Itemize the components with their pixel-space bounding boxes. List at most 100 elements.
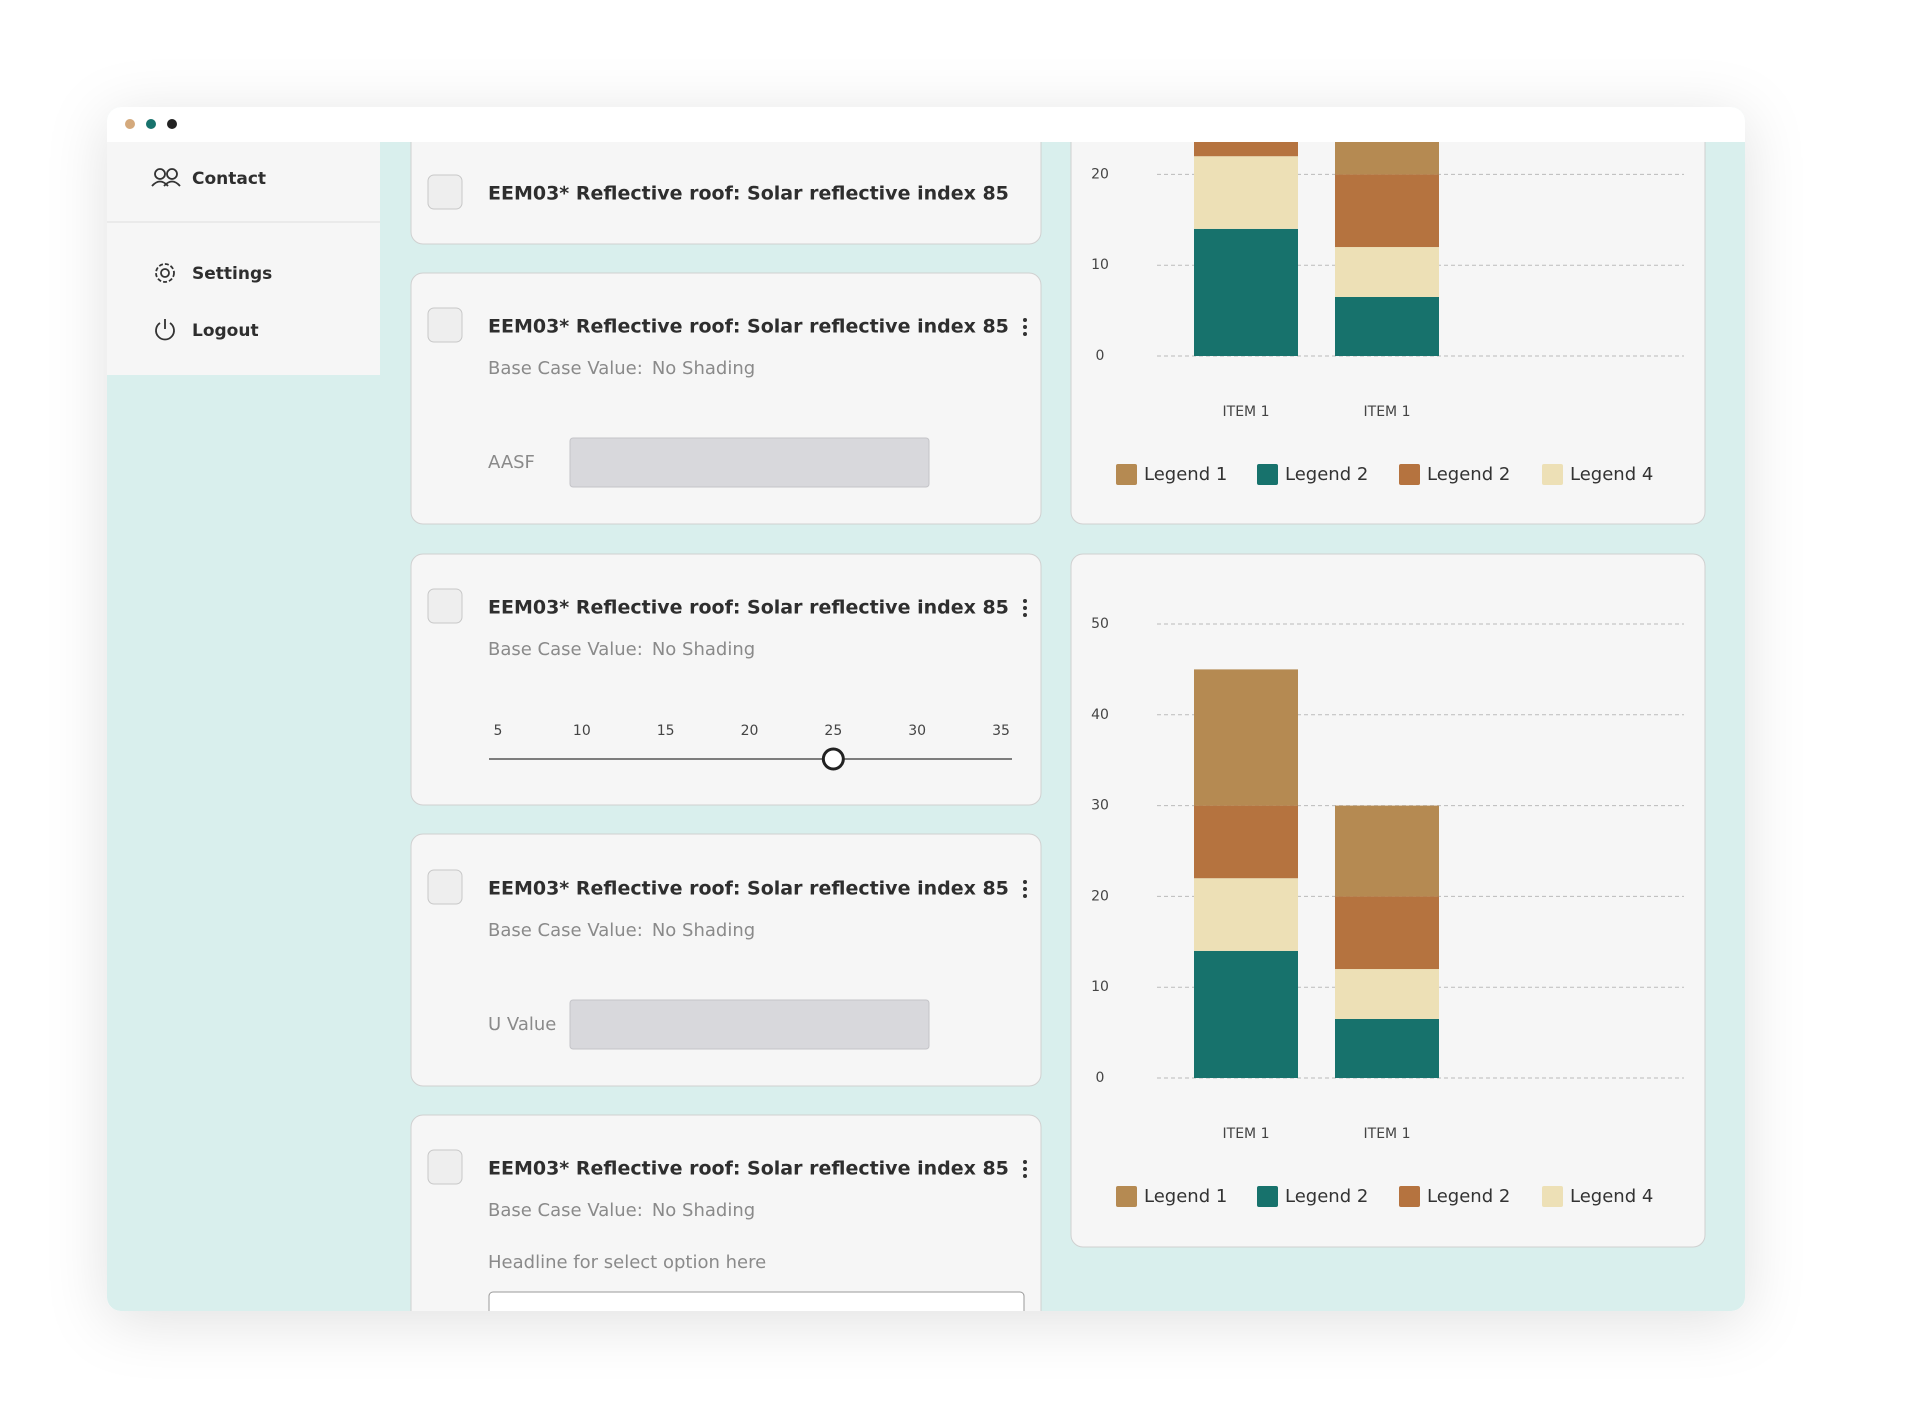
- bar-segment: [1335, 174, 1439, 248]
- kebab-dot: [1023, 325, 1027, 329]
- checkbox[interactable]: [427, 588, 463, 624]
- base-case-value: No Shading: [652, 920, 755, 941]
- kebab-dot: [1023, 1174, 1027, 1178]
- y-tick-label: 20: [1091, 888, 1109, 904]
- window-dot: [125, 119, 135, 129]
- y-tick-label: 50: [1091, 616, 1109, 632]
- slider-tick-label: 35: [992, 723, 1010, 739]
- kebab-dot: [1023, 606, 1027, 610]
- nav-item[interactable]: Contact: [192, 169, 266, 189]
- y-tick-label: 10: [1091, 979, 1109, 995]
- bar-segment: [1194, 878, 1298, 951]
- bar-segment: [1335, 247, 1439, 297]
- kebab-dot: [1023, 887, 1027, 891]
- slider-tick-label: 30: [908, 723, 926, 739]
- legend-label: Legend 4: [1570, 1186, 1653, 1207]
- checkbox[interactable]: [427, 869, 463, 905]
- legend-label: Legend 2: [1285, 1186, 1368, 1207]
- select[interactable]: [488, 1291, 1025, 1352]
- bar-segment: [1194, 805, 1298, 879]
- legend-swatch: [1399, 1186, 1420, 1207]
- slider-tick-label: 20: [741, 723, 759, 739]
- base-case-label: Base Case Value:: [488, 1200, 643, 1221]
- y-tick-label: 40: [1091, 707, 1109, 723]
- base-case: Base Case Value: No Shading: [488, 920, 755, 941]
- x-tick-label: ITEM 1: [1364, 1126, 1411, 1142]
- base-case: Base Case Value: No Shading: [488, 639, 755, 660]
- input-label: U Value: [488, 1014, 556, 1035]
- kebab-dot: [1023, 880, 1027, 884]
- base-case-label: Base Case Value:: [488, 358, 643, 379]
- legend-swatch: [1257, 1186, 1278, 1207]
- sidebar: [107, 142, 380, 375]
- select-headline: Headline for select option here: [488, 1252, 766, 1273]
- input[interactable]: [569, 999, 930, 1050]
- bar-segment: [1194, 669, 1298, 806]
- input[interactable]: [569, 437, 930, 488]
- legend-label: Legend 2: [1285, 464, 1368, 485]
- base-case-value: No Shading: [652, 639, 755, 660]
- slider-tick-label: 25: [824, 723, 842, 739]
- base-case-value: No Shading: [652, 1200, 755, 1221]
- legend-swatch: [1116, 1186, 1137, 1207]
- x-tick-label: ITEM 1: [1223, 1126, 1270, 1142]
- card-title: EEM03* Reflective roof: Solar reflective…: [488, 597, 1009, 619]
- legend-swatch: [1542, 464, 1563, 485]
- checkbox[interactable]: [427, 174, 463, 210]
- kebab-dot: [1023, 1167, 1027, 1171]
- bar-segment: [1335, 969, 1439, 1019]
- kebab-dot: [1023, 894, 1027, 898]
- bar-segment: [1194, 0, 1298, 84]
- legend-label: Legend 2: [1427, 1186, 1510, 1207]
- card: [410, 1114, 1042, 1311]
- y-tick-label: 30: [1091, 798, 1109, 814]
- base-case: Base Case Value: No Shading: [488, 358, 755, 379]
- kebab-dot: [1023, 599, 1027, 603]
- card: [410, 553, 1042, 806]
- bar-segment: [1194, 950, 1298, 1078]
- slider-tick-label: 10: [573, 723, 591, 739]
- bar-segment: [1335, 896, 1439, 970]
- kebab-dot: [1023, 318, 1027, 322]
- window-dot: [167, 119, 177, 129]
- slider-tick-label: 15: [657, 723, 675, 739]
- slider-tick-label: 5: [494, 723, 503, 739]
- x-tick-label: ITEM 1: [1364, 404, 1411, 420]
- y-tick-label: 0: [1096, 348, 1105, 364]
- base-case: Base Case Value: No Shading: [488, 1200, 755, 1221]
- legend-swatch: [1399, 464, 1420, 485]
- checkbox[interactable]: [427, 1149, 463, 1185]
- legend-swatch: [1257, 464, 1278, 485]
- content: Contact Settings Logout EEM03* Reflectiv…: [107, 0, 1706, 1352]
- kebab-dot: [1023, 332, 1027, 336]
- card-title: EEM03* Reflective roof: Solar reflective…: [488, 316, 1009, 338]
- window-dot: [146, 119, 156, 129]
- y-tick-label: 20: [1091, 166, 1109, 182]
- base-case-label: Base Case Value:: [488, 639, 643, 660]
- bar-segment: [1194, 142, 1298, 157]
- legend-swatch: [1116, 464, 1137, 485]
- y-tick-label: 10: [1091, 257, 1109, 273]
- nav-item[interactable]: Settings: [192, 264, 272, 284]
- base-case-value: No Shading: [652, 358, 755, 379]
- bar-segment: [1335, 805, 1439, 897]
- base-case-label: Base Case Value:: [488, 920, 643, 941]
- nav-item[interactable]: Logout: [192, 321, 259, 341]
- checkbox[interactable]: [427, 307, 463, 343]
- y-tick-label: 0: [1096, 1070, 1105, 1086]
- slider-thumb[interactable]: [821, 747, 845, 771]
- input-label: AASF: [488, 452, 535, 473]
- bar-segment: [1335, 142, 1439, 175]
- card: [410, 142, 1042, 245]
- legend-label: Legend 2: [1427, 464, 1510, 485]
- card-title: EEM03* Reflective roof: Solar reflective…: [488, 878, 1009, 900]
- legend-label: Legend 4: [1570, 464, 1653, 485]
- bar-segment: [1335, 296, 1439, 356]
- kebab-dot: [1023, 1160, 1027, 1164]
- legend-label: Legend 1: [1144, 464, 1227, 485]
- legend-swatch: [1542, 1186, 1563, 1207]
- card-title: EEM03* Reflective roof: Solar reflective…: [488, 183, 1009, 205]
- bar-segment: [1194, 228, 1298, 356]
